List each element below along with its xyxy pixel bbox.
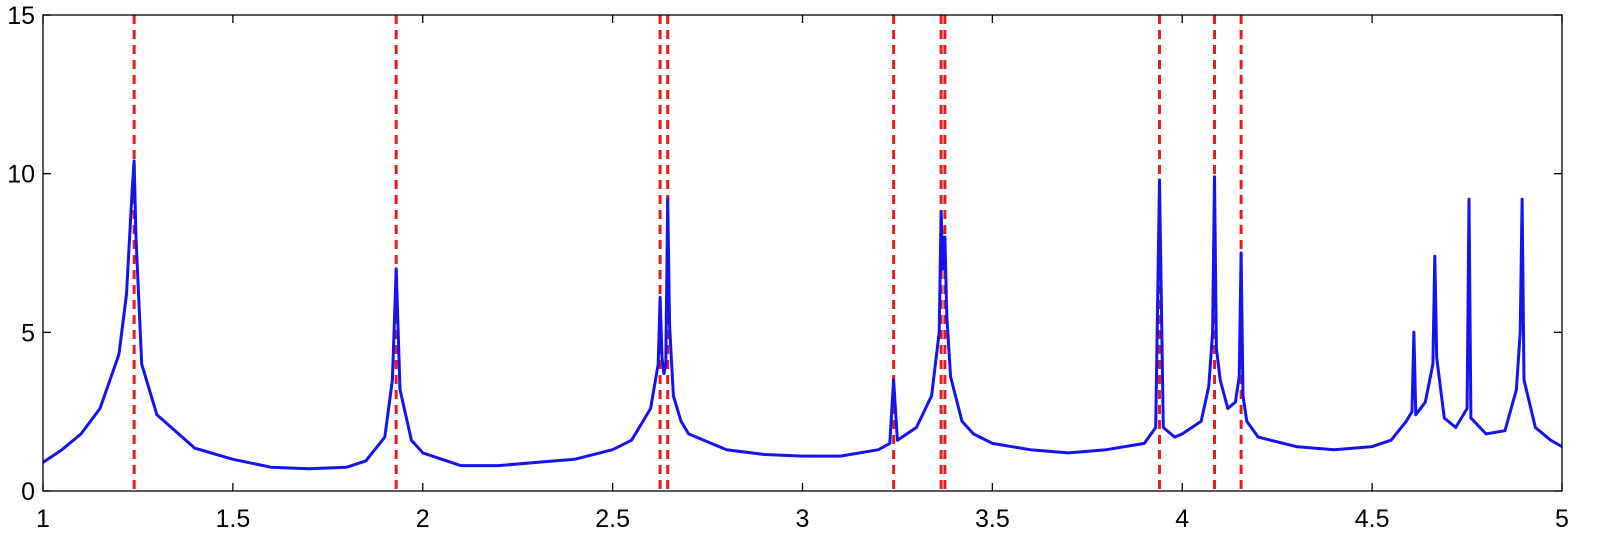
y-tick-label: 10: [7, 161, 35, 189]
y-tick-label: 0: [21, 478, 35, 506]
y-axis-ticks: 0 5 10 15: [7, 2, 1562, 506]
series-line-1: [42, 159, 1563, 471]
x-tick-label: 1.5: [215, 505, 250, 533]
x-axis-ticks: 1 1.5 2 2.5 3 3.5 4 4.5 5: [36, 15, 1569, 533]
x-tick-label: 4: [1175, 505, 1189, 533]
plot-area: [42, 15, 1563, 491]
series-layer: [42, 159, 1563, 471]
x-tick-label: 5: [1555, 505, 1569, 533]
x-tick-label: 4.5: [1355, 505, 1390, 533]
x-tick-label: 2.5: [595, 505, 630, 533]
x-tick-label: 2: [416, 505, 430, 533]
x-tick-label: 1: [36, 505, 50, 533]
reference-lines: [132, 15, 1243, 491]
y-tick-label: 15: [7, 2, 35, 30]
y-tick-label: 5: [21, 319, 35, 347]
axes: [42, 14, 1563, 492]
x-tick-label: 3.5: [975, 505, 1010, 533]
x-tick-label: 3: [796, 505, 810, 533]
axes-box: [42, 14, 1563, 492]
